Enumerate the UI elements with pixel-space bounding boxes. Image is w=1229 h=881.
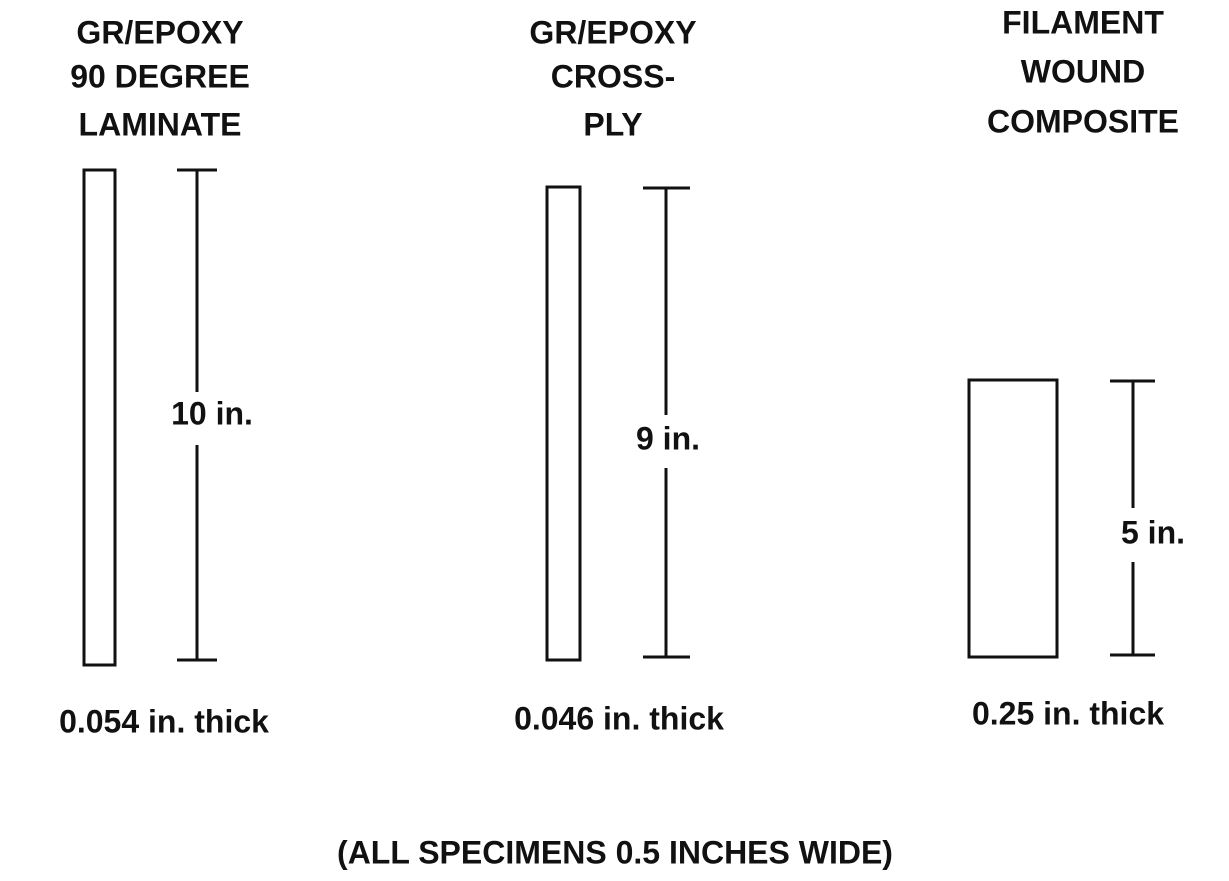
title-line: COMPOSITE <box>987 103 1179 139</box>
title-line: PLY <box>583 106 642 142</box>
title-line: WOUND <box>1021 53 1145 89</box>
title-line: FILAMENT <box>1002 4 1164 40</box>
specimen-shape <box>967 378 1059 659</box>
length-label: 5 in. <box>1121 514 1185 550</box>
title-line: CROSS- <box>551 58 675 94</box>
length-label: 10 in. <box>171 395 253 431</box>
title-line: GR/EPOXY <box>529 14 696 50</box>
title-line: LAMINATE <box>79 106 242 142</box>
thickness-label: 0.25 in. thick <box>972 695 1164 731</box>
footer-note: (ALL SPECIMENS 0.5 INCHES WIDE) <box>337 834 893 870</box>
length-label: 9 in. <box>636 420 700 456</box>
title-line: GR/EPOXY <box>76 14 243 50</box>
specimen-shape <box>545 185 582 662</box>
specimen: FILAMENT WOUND COMPOSITE 5 in. 0.25 in. … <box>967 4 1185 731</box>
specimen: GR/EPOXY 90 DEGREE LAMINATE 10 in. 0.054… <box>59 14 269 739</box>
specimen-shape <box>82 168 117 667</box>
title-line: 90 DEGREE <box>70 58 250 94</box>
thickness-label: 0.054 in. thick <box>59 703 269 739</box>
specimen: GR/EPOXY CROSS- PLY 9 in. 0.046 in. thic… <box>514 14 724 736</box>
thickness-label: 0.046 in. thick <box>514 700 724 736</box>
